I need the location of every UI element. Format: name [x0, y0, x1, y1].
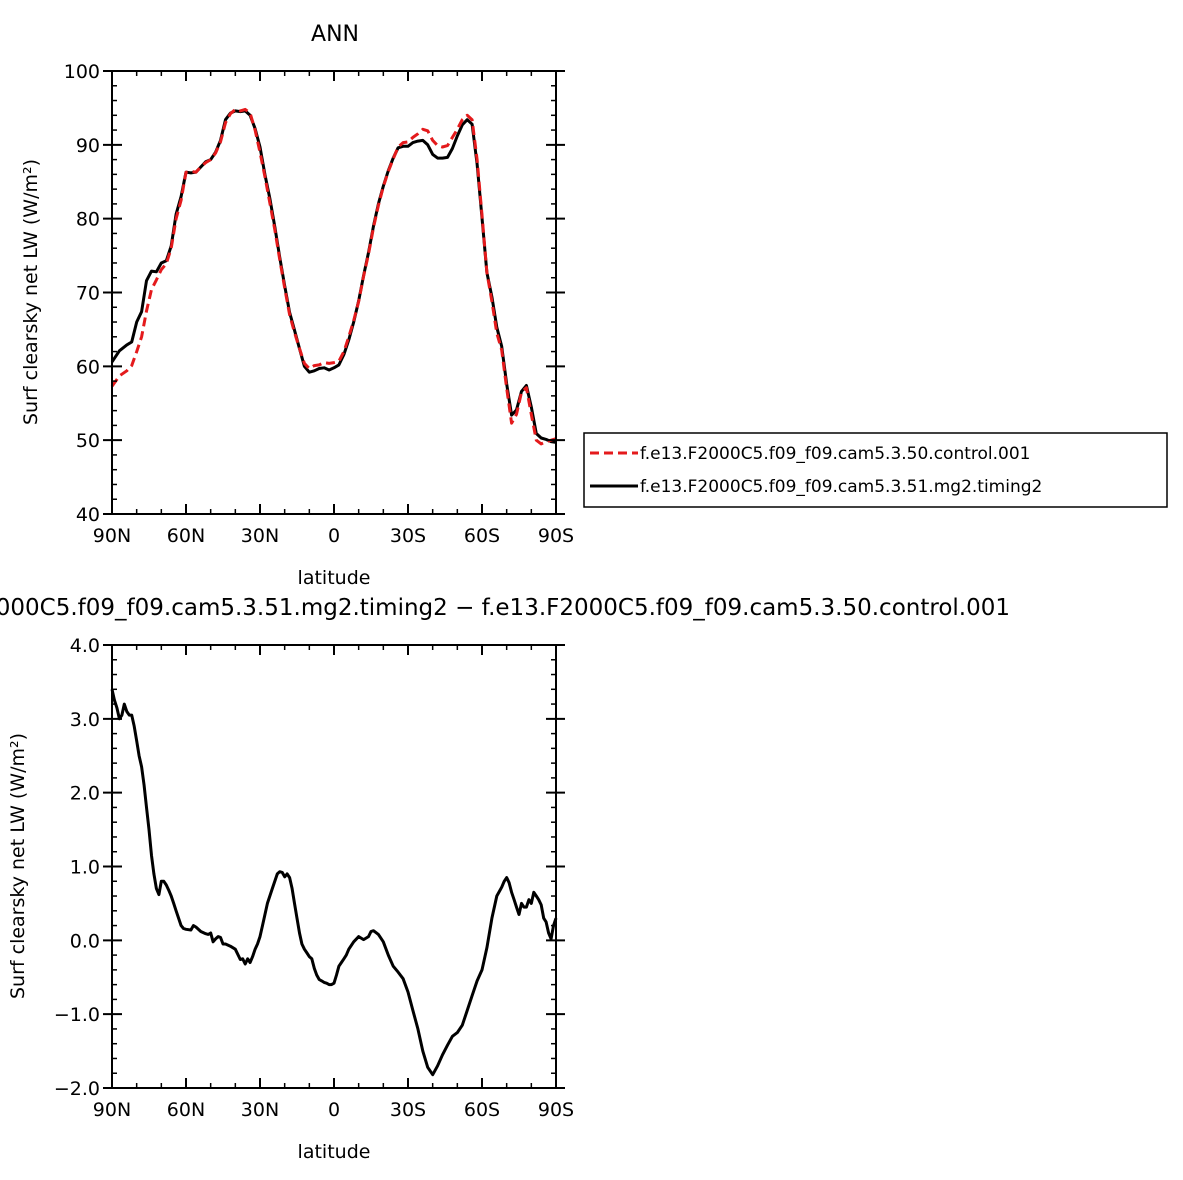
top-panel: ANN 90N 60N 30N 0 30S 60S 90S 100 90 80 70 60 50 40 l…: [20, 22, 574, 589]
x-tick-label-1-1: 60N: [167, 1099, 205, 1121]
bottom-chart-title: f.e13.F2000C5.f09_f09.cam5.3.51.mg2.timi…: [0, 595, 1010, 621]
x-tick-label-1-2: 30N: [241, 1099, 279, 1121]
x-tick-label-0-5: 60S: [464, 525, 500, 547]
y-tick-label-0-4: 60: [76, 356, 100, 378]
x-tick-label-1-5: 60S: [464, 1099, 500, 1121]
bottom-ticks: 90N 60N 30N 0 30S 60S 90S 4.0 3.0 2.0 1.0 0.0 −1.0 −2…: [54, 635, 574, 1121]
top-x-axis-label: latitude: [298, 567, 371, 589]
series-line-0-0: [110, 107, 557, 446]
y-tick-label-1-5: −1.0: [54, 1004, 100, 1026]
y-tick-label-0-3: 70: [76, 283, 100, 305]
bottom-y-axis-label: Surf clearsky net LW (W/m²): [7, 733, 29, 999]
legend-label-timing2: f.e13.F2000C5.f09_f09.cam5.3.51.mg2.timi…: [640, 477, 1042, 497]
x-tick-label-0-2: 30N: [241, 525, 279, 547]
x-tick-label-0-0: 90N: [93, 525, 131, 547]
y-tick-label-1-1: 3.0: [70, 709, 100, 731]
top-curves: [110, 107, 557, 446]
top-y-axis-label: Surf clearsky net LW (W/m²): [20, 159, 42, 425]
y-tick-label-0-2: 80: [76, 209, 100, 231]
bottom-plot-frame: [111, 644, 557, 1089]
x-tick-label-1-6: 90S: [538, 1099, 574, 1121]
bottom-x-axis-label: latitude: [298, 1141, 371, 1163]
top-ticks: 90N 60N 30N 0 30S 60S 90S 100 90 80 70 60 50 40: [64, 61, 574, 547]
series-line-0-1: [110, 109, 557, 444]
y-tick-label-1-0: 4.0: [70, 635, 100, 657]
legend: f.e13.F2000C5.f09_f09.cam5.3.50.control.…: [583, 432, 1168, 508]
y-tick-label-1-6: −2.0: [54, 1078, 100, 1100]
x-tick-label-0-6: 90S: [538, 525, 574, 547]
y-tick-label-0-1: 90: [76, 135, 100, 157]
y-tick-label-1-3: 1.0: [70, 857, 100, 879]
x-tick-label-1-0: 90N: [93, 1099, 131, 1121]
bottom-panel: f.e13.F2000C5.f09_f09.cam5.3.51.mg2.timi…: [0, 595, 1010, 1163]
y-tick-label-0-0: 100: [64, 61, 100, 83]
legend-label-control: f.e13.F2000C5.f09_f09.cam5.3.50.control.…: [640, 444, 1031, 464]
x-tick-label-0-1: 60N: [167, 525, 205, 547]
top-plot-frame: [111, 70, 557, 515]
y-tick-label-0-5: 50: [76, 430, 100, 452]
x-tick-label-1-4: 30S: [390, 1099, 426, 1121]
x-tick-label-1-3: 0: [328, 1099, 340, 1121]
y-tick-label-0-6: 40: [76, 504, 100, 526]
y-tick-label-1-2: 2.0: [70, 783, 100, 805]
x-tick-label-0-3: 0: [328, 525, 340, 547]
bottom-curves: [110, 688, 558, 1077]
x-tick-label-0-4: 30S: [390, 525, 426, 547]
y-tick-label-1-4: 0.0: [70, 930, 100, 952]
series-line-1-0: [110, 688, 558, 1077]
legend-box: [583, 432, 1168, 508]
top-chart-title: ANN: [311, 22, 359, 47]
